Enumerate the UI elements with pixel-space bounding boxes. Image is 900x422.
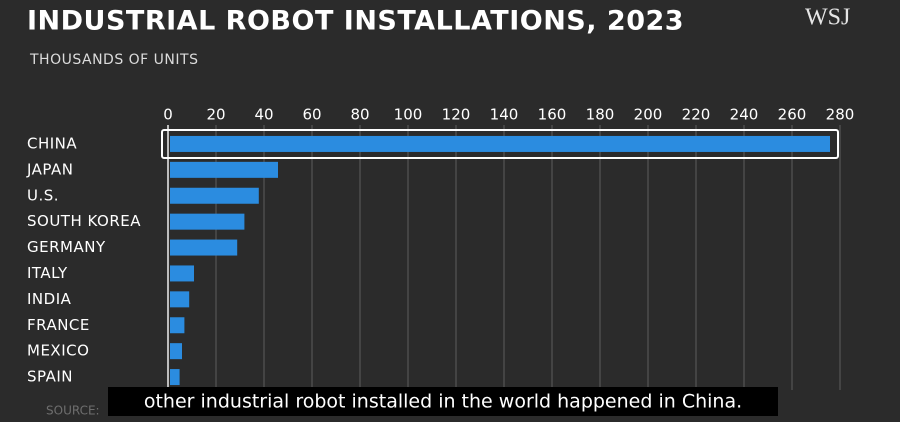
plot: 0 20 40 60 80 100 120 140 160 180 200 220 240 260 280 C…	[26, 106, 855, 390]
x-tick-label: 180	[586, 106, 615, 124]
bar	[170, 135, 830, 152]
chart-subtitle: THOUSANDS OF UNITS	[29, 52, 198, 68]
highlight-box	[161, 128, 839, 159]
chart-title: INDUSTRIAL ROBOT INSTALLATIONS, 2023	[27, 6, 684, 37]
x-tick-label: 40	[254, 106, 273, 124]
bar	[170, 291, 190, 308]
y-tick-label: SOUTH KOREA	[27, 212, 141, 230]
brand-logo: WSJ	[805, 5, 850, 31]
x-tick-label: 120	[442, 106, 471, 124]
x-tick-label: 160	[538, 106, 567, 124]
x-tick-label: 240	[730, 106, 759, 124]
y-tick-label: INDIA	[27, 290, 72, 308]
caption-box	[108, 387, 778, 416]
caption: other industrial robot installed in the …	[144, 391, 742, 413]
bar	[170, 317, 185, 334]
bar	[170, 239, 238, 256]
bar	[170, 265, 194, 282]
bar	[170, 343, 182, 360]
y-tick-label: MEXICO	[27, 342, 89, 360]
y-tick-label: JAPAN	[26, 160, 74, 178]
x-tick-label: 260	[778, 106, 807, 124]
bar	[170, 187, 259, 204]
x-tick-label: 200	[634, 106, 663, 124]
bar	[170, 213, 245, 230]
bar	[170, 161, 278, 178]
x-tick-label: 0	[163, 106, 173, 124]
x-tick-label: 60	[302, 106, 321, 124]
y-tick-label: ITALY	[27, 264, 68, 282]
x-tick-label: 20	[206, 106, 225, 124]
y-tick-label: FRANCE	[27, 316, 90, 334]
x-tick-label: 100	[394, 106, 423, 124]
x-tick-label: 220	[682, 106, 711, 124]
y-tick-label: GERMANY	[27, 238, 106, 256]
y-tick-label: U.S.	[27, 186, 59, 204]
source: SOURCE:	[46, 404, 100, 418]
y-tick-label: CHINA	[27, 134, 77, 152]
x-tick-label: 80	[350, 106, 369, 124]
x-tick-label: 140	[490, 106, 519, 124]
x-tick-label: 280	[826, 106, 855, 124]
y-tick-label: SPAIN	[27, 368, 73, 386]
bar	[170, 369, 180, 386]
